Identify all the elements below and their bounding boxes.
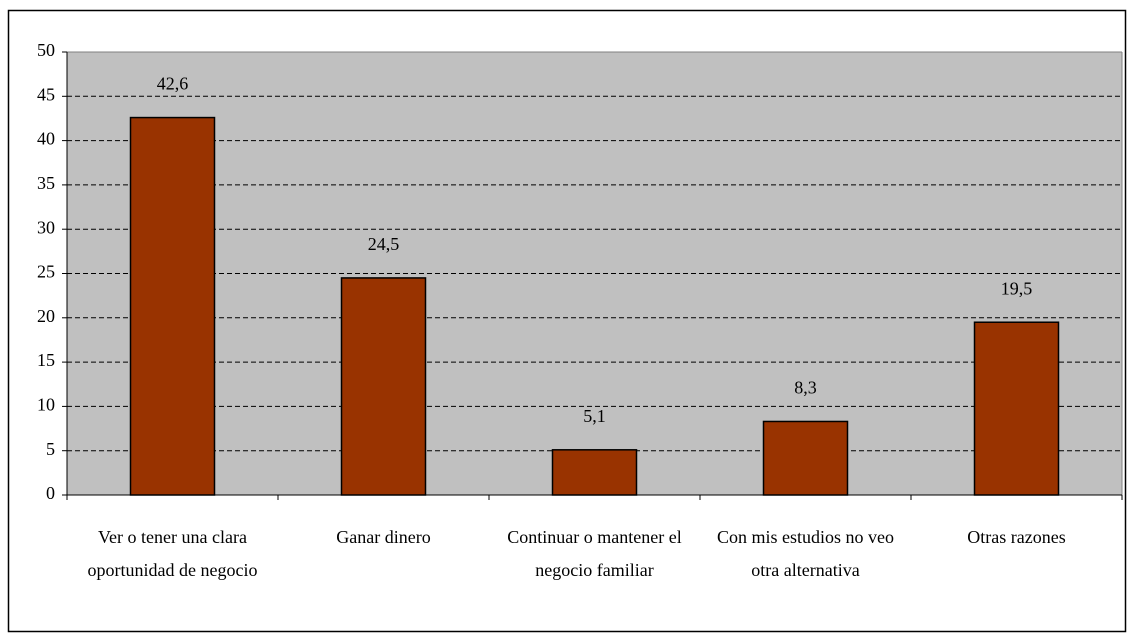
y-tick-label: 45 [37,84,55,104]
y-tick-label: 25 [37,262,55,282]
bar [762,420,849,496]
value-label: 19,5 [1001,278,1033,298]
y-tick-label: 35 [37,173,55,193]
y-tick-label: 50 [37,40,55,60]
x-tick-label: Continuar o mantener el negocio familiar [507,527,682,580]
value-label: 5,1 [583,406,606,426]
x-tick-label: Ver o tener una clara oportunidad de neg… [87,527,258,580]
y-tick-label: 5 [46,439,55,459]
value-label: 42,6 [157,74,189,94]
y-tick-label: 10 [37,395,55,415]
bar [973,321,1060,496]
x-tick-label: Con mis estudios no veo otra alternativa [716,527,894,580]
y-tick-label: 15 [37,350,55,370]
bar [129,116,216,496]
value-label: 24,5 [368,234,400,254]
y-tick-label: 0 [46,483,55,503]
x-tick-label: Otras razones [967,527,1066,547]
y-tick-label: 30 [37,217,55,237]
value-label: 8,3 [794,378,817,398]
bar [551,449,638,496]
x-tick-label: Ganar dinero [336,527,431,547]
y-tick-label: 20 [37,306,55,326]
bar [340,277,427,496]
y-tick-label: 40 [37,129,55,149]
plot-area [67,52,1122,495]
